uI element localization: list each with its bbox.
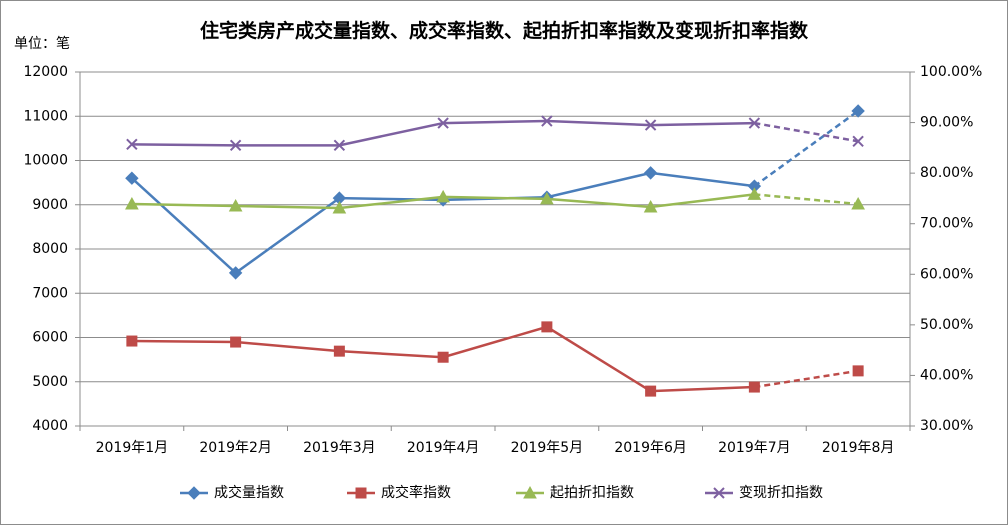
chart-title: 住宅类房产成交量指数、成交率指数、起拍折扣率指数及变现折扣率指数	[200, 19, 809, 42]
data-point	[228, 198, 243, 212]
series-line-dashed	[753, 109, 859, 188]
data-point	[436, 189, 450, 203]
legend-marker	[523, 485, 537, 499]
data-point	[229, 139, 242, 152]
y2-tick-label: 40.00%	[920, 367, 973, 383]
x-tick-label: 2019年4月	[407, 440, 480, 456]
data-point	[126, 335, 138, 347]
x-tick-label: 2019年2月	[199, 440, 272, 456]
legend-marker	[713, 487, 725, 499]
y-tick-label: 9000	[32, 197, 68, 213]
data-point	[437, 117, 449, 129]
data-point	[748, 381, 760, 393]
data-point	[126, 138, 138, 151]
data-point	[747, 187, 762, 200]
data-point	[228, 266, 243, 280]
legend-label: 成交量指数	[214, 484, 284, 501]
data-point	[437, 351, 449, 363]
y-tick-label: 5000	[32, 374, 68, 390]
y-tick-label: 11000	[23, 108, 68, 124]
series-line-dashed	[754, 121, 859, 143]
x-tick-label: 2019年5月	[511, 440, 584, 456]
y-unit-label: 单位：笔	[14, 36, 70, 52]
data-point	[541, 115, 553, 127]
data-point	[333, 139, 346, 152]
data-point	[643, 199, 658, 213]
y2-tick-label: 90.00%	[920, 115, 973, 131]
data-point	[643, 166, 658, 180]
data-point	[332, 200, 347, 214]
y2-tick-label: 60.00%	[920, 266, 973, 282]
y-tick-label: 6000	[32, 330, 68, 346]
y-tick-label: 4000	[32, 418, 68, 434]
series-line-dashed	[754, 369, 859, 389]
x-tick-label: 2019年3月	[303, 440, 376, 456]
y2-tick-label: 30.00%	[920, 418, 973, 434]
data-point	[230, 336, 242, 348]
y-tick-label: 8000	[32, 241, 68, 257]
x-tick-label: 2019年1月	[96, 440, 169, 456]
x-tick-label: 2019年8月	[822, 440, 895, 456]
data-point	[333, 345, 345, 357]
data-point	[852, 135, 864, 147]
legend-marker	[355, 487, 367, 499]
series-line-dashed	[754, 193, 859, 206]
x-tick-label: 2019年6月	[614, 440, 687, 456]
x-tick-label: 2019年7月	[718, 440, 791, 456]
data-point	[645, 385, 657, 397]
legend-marker	[187, 486, 201, 500]
y-tick-label: 7000	[32, 285, 68, 301]
y2-tick-label: 100.00%	[920, 64, 982, 80]
data-point	[125, 196, 139, 210]
legend-label: 起拍折扣指数	[550, 485, 634, 501]
data-point	[125, 171, 139, 185]
y2-tick-label: 80.00%	[920, 165, 973, 181]
data-point	[851, 196, 865, 210]
data-point	[541, 321, 553, 333]
legend-label: 变现折扣指数	[739, 485, 823, 501]
data-point	[644, 119, 657, 131]
data-point	[852, 365, 864, 377]
data-point	[540, 191, 554, 205]
legend-label: 成交率指数	[381, 484, 451, 501]
data-point	[851, 104, 865, 118]
y2-tick-label: 70.00%	[920, 216, 973, 232]
y-tick-label: 12000	[23, 64, 68, 80]
y-tick-label: 10000	[23, 153, 68, 169]
data-point	[748, 117, 761, 129]
y2-tick-label: 50.00%	[920, 317, 973, 333]
